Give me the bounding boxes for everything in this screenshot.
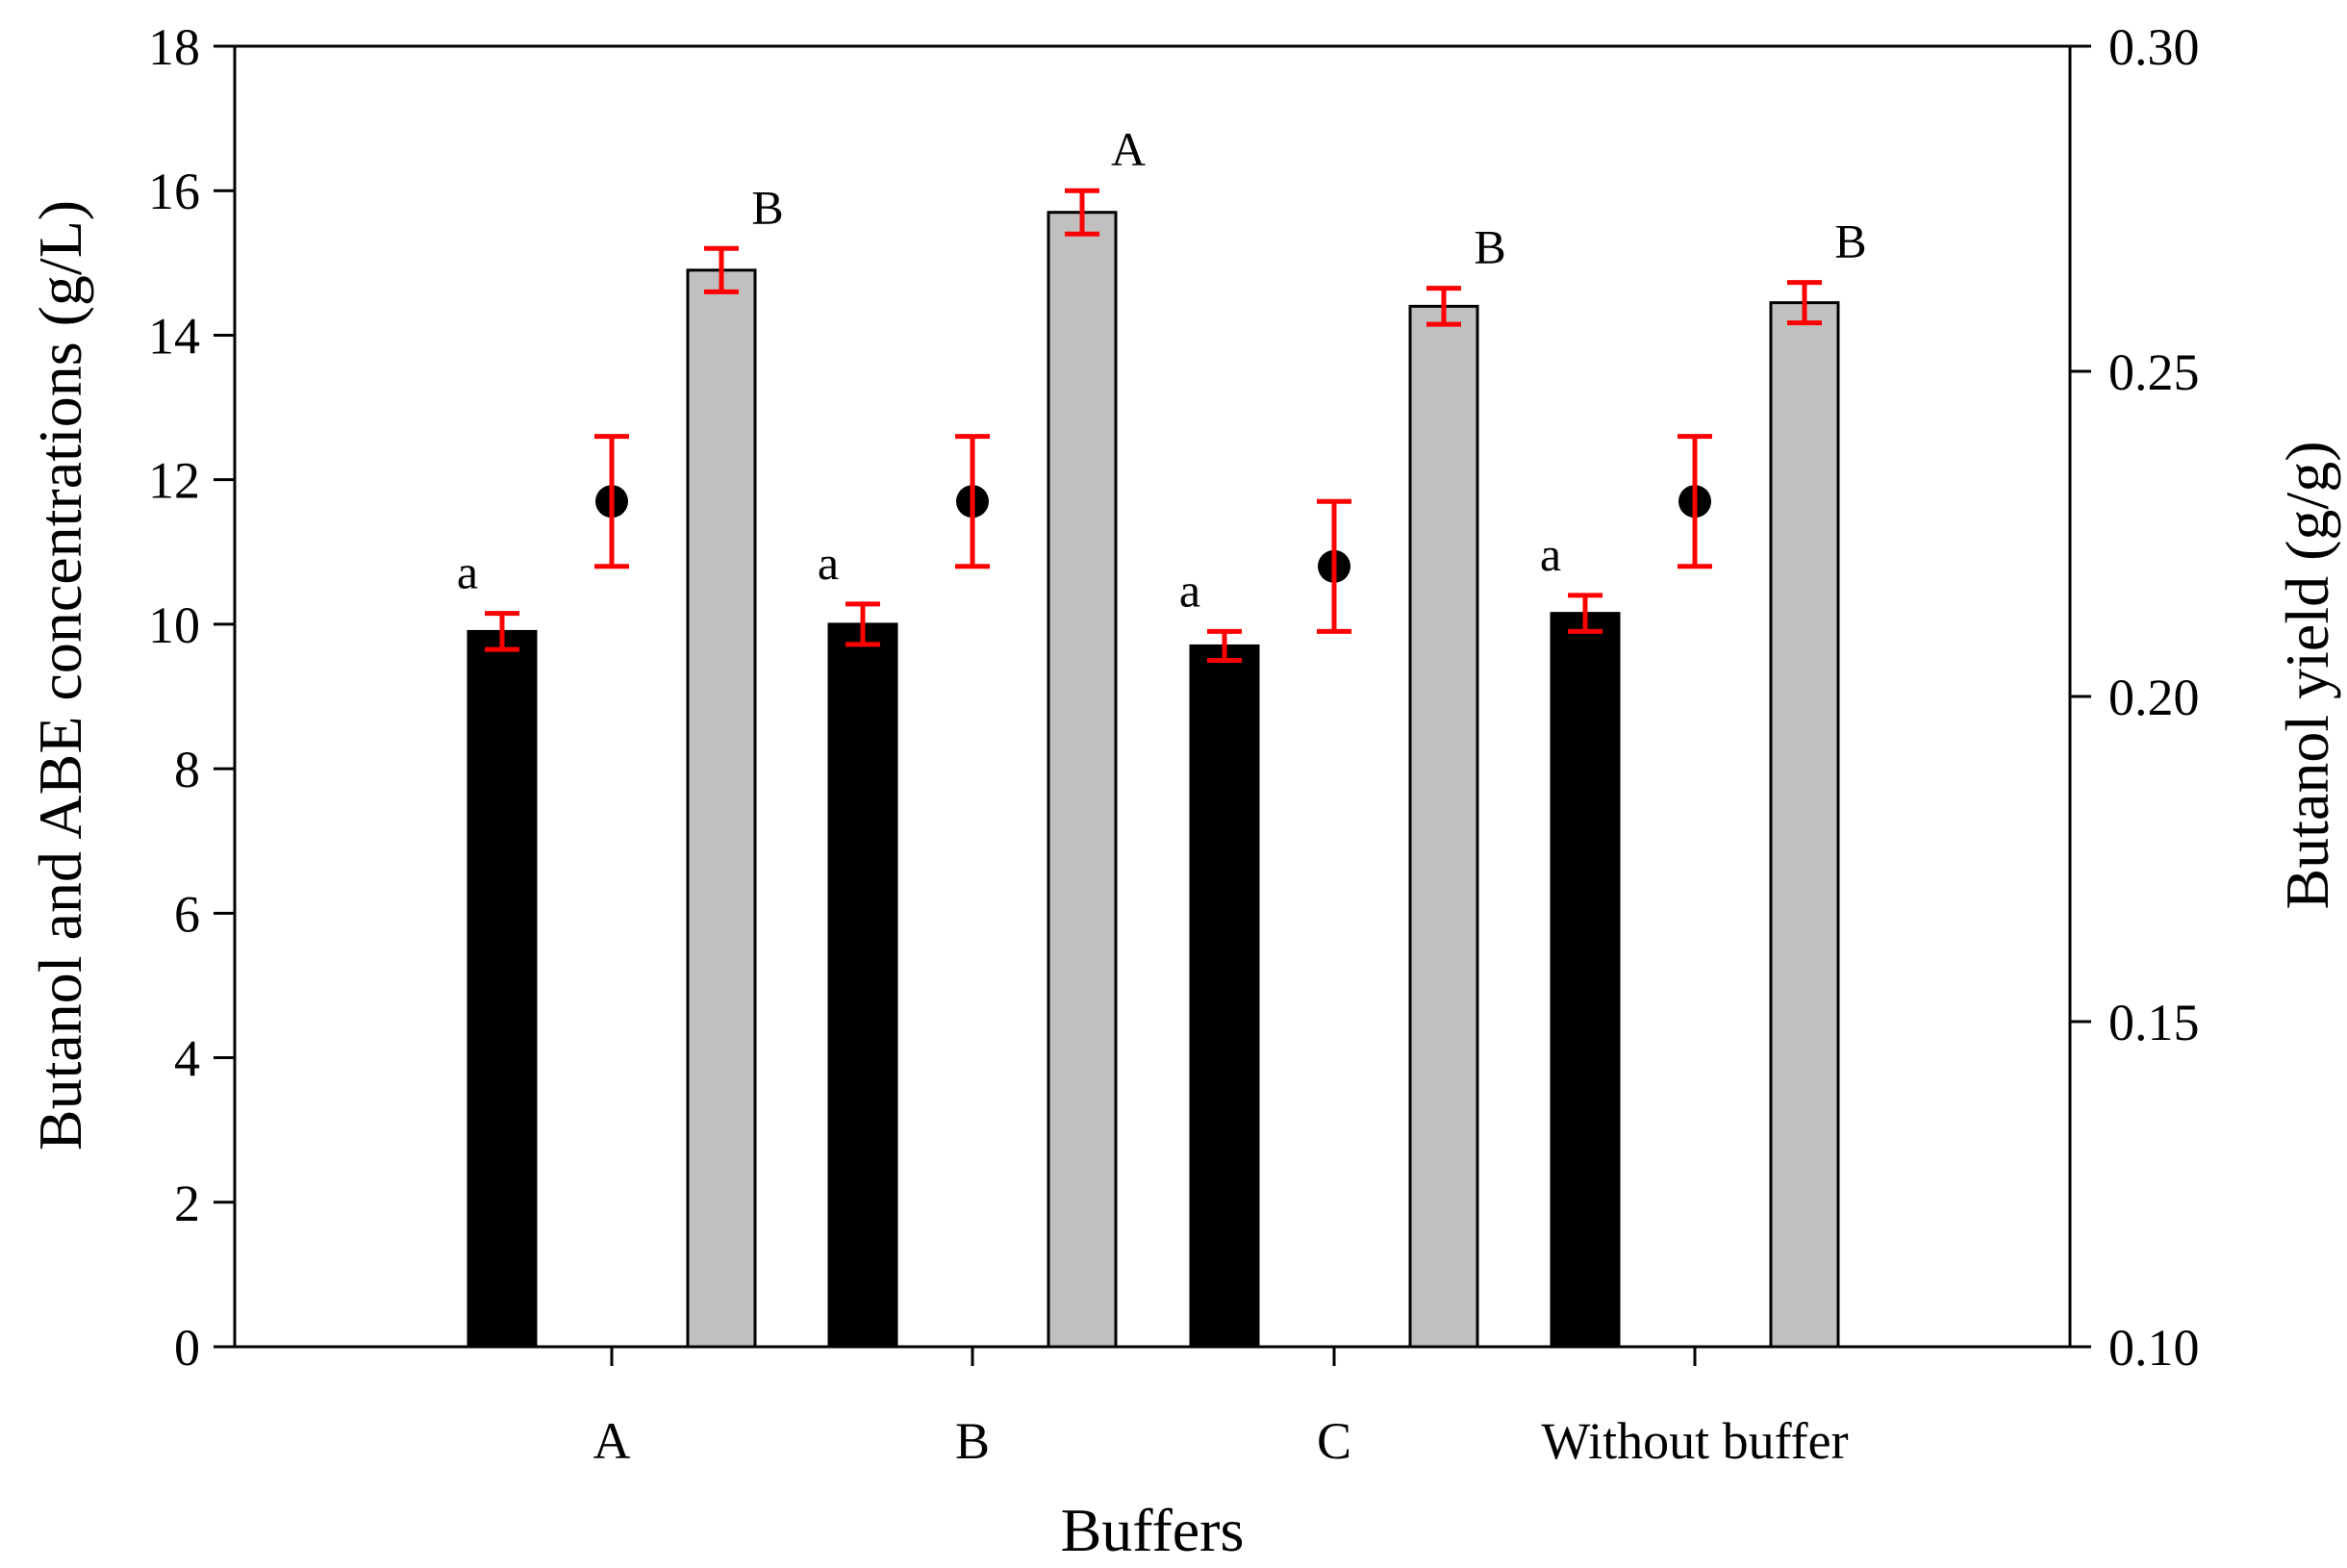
right-tick-label: 0.15	[2108, 994, 2200, 1051]
left-tick-label: 0	[174, 1319, 200, 1377]
left-tick-label: 4	[174, 1030, 200, 1088]
butanol-bar	[827, 622, 898, 1349]
x-axis-title: Buffers	[1061, 1496, 1245, 1564]
abe-bar	[1047, 211, 1118, 1349]
x-tick-label: B	[955, 1412, 990, 1470]
butanol-bar	[1189, 644, 1260, 1349]
left-tick-label: 6	[174, 885, 200, 943]
abe-bar	[1408, 304, 1479, 1349]
left-y-axis: 0 2 4 6 8 10 12 14 16 18	[148, 18, 235, 1377]
left-tick-label: 8	[174, 741, 200, 798]
significance-label: B	[1474, 220, 1505, 274]
x-tick-label: C	[1317, 1412, 1351, 1470]
abe-bar	[686, 268, 757, 1349]
x-tick-label: A	[593, 1412, 631, 1470]
left-tick-label: 12	[148, 452, 200, 510]
error-bars	[485, 188, 1822, 663]
significance-label: B	[1834, 215, 1866, 268]
left-tick-label: 14	[148, 307, 200, 365]
significance-label: a	[1540, 527, 1561, 581]
bars	[467, 211, 1840, 1349]
left-tick-label: 18	[148, 18, 200, 76]
left-y-axis-title: Butanol and ABE concentrations (g/L)	[26, 200, 94, 1151]
significance-label: a	[457, 545, 478, 599]
significance-label: a	[1179, 563, 1200, 617]
butanol-bar	[467, 629, 538, 1349]
right-y-axis: 0.10 0.15 0.20 0.25 0.30	[2070, 18, 2200, 1377]
right-tick-label: 0.25	[2108, 343, 2200, 401]
butanol-bar	[1550, 612, 1621, 1349]
right-y-axis-title: Butanol yield (g/g)	[2273, 441, 2341, 909]
x-tick-label: Without buffer	[1541, 1412, 1848, 1470]
significance-label: A	[1111, 122, 1146, 176]
right-tick-label: 0.30	[2108, 18, 2200, 76]
significance-label: a	[818, 536, 839, 590]
left-tick-label: 2	[174, 1175, 200, 1232]
x-axis: A B C Without buffer	[593, 1347, 1849, 1470]
significance-label: B	[751, 180, 783, 234]
left-tick-label: 16	[148, 163, 200, 220]
significance-labels: a a a a B A B B	[457, 122, 1867, 617]
right-tick-label: 0.20	[2108, 669, 2200, 726]
abe-bar	[1769, 301, 1840, 1349]
left-tick-label: 10	[148, 596, 200, 654]
right-tick-label: 0.10	[2108, 1319, 2200, 1377]
